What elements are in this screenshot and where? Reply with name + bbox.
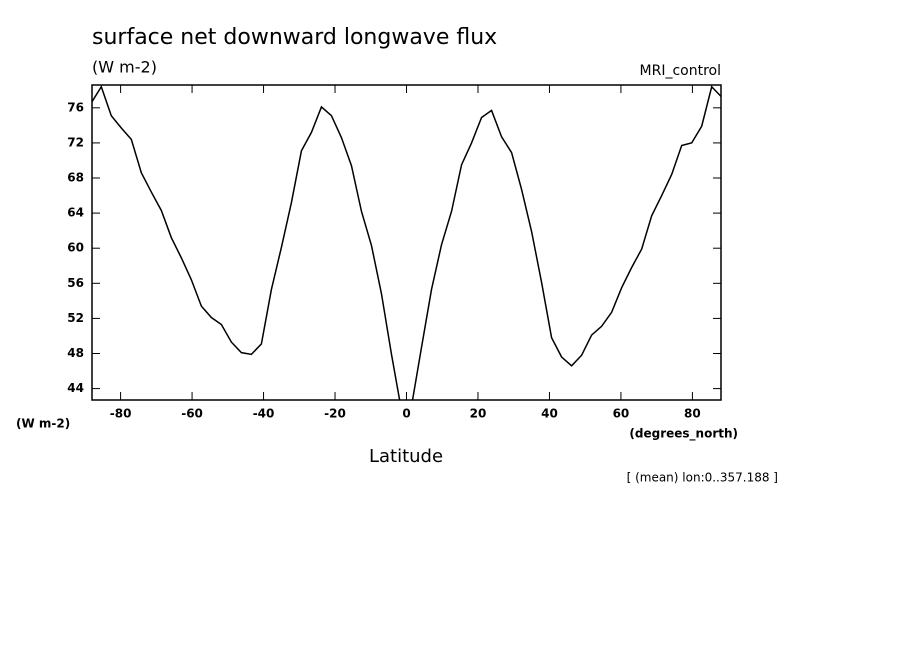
- dataset-label: MRI_control: [640, 63, 721, 79]
- y-tick-label: 60: [67, 241, 84, 255]
- subtitle: (W m-2): [92, 58, 157, 77]
- data-line: [92, 85, 721, 400]
- chart-title: surface net downward longwave flux: [92, 25, 497, 50]
- x-tick-label: -60: [181, 407, 203, 421]
- x-tick-label: 60: [613, 407, 630, 421]
- x-tick-label: 20: [470, 407, 487, 421]
- y-tick-label: 64: [67, 206, 84, 220]
- y-tick-label: 44: [67, 381, 84, 395]
- y-tick-label: 52: [67, 311, 84, 325]
- x-axis-label: Latitude: [369, 446, 443, 467]
- x-tick-label: 0: [402, 407, 410, 421]
- x-tick-label: -40: [253, 407, 275, 421]
- x-tick-label: -20: [324, 407, 346, 421]
- y-tick-label: 76: [67, 100, 84, 114]
- x-units: (degrees_north): [629, 427, 738, 442]
- y-tick-label: 68: [67, 171, 84, 185]
- plot-frame: [91, 84, 722, 401]
- x-tick-label: -80: [110, 407, 132, 421]
- y-tick-label: 72: [67, 135, 84, 149]
- y-tick-label: 56: [67, 276, 84, 290]
- y-tick-label: 48: [67, 346, 84, 360]
- x-tick-label: 80: [684, 407, 701, 421]
- annotation: [ (mean) lon:0..357.188 ]: [627, 471, 778, 485]
- x-tick-label: 40: [541, 407, 558, 421]
- y-units: (W m-2): [16, 417, 70, 431]
